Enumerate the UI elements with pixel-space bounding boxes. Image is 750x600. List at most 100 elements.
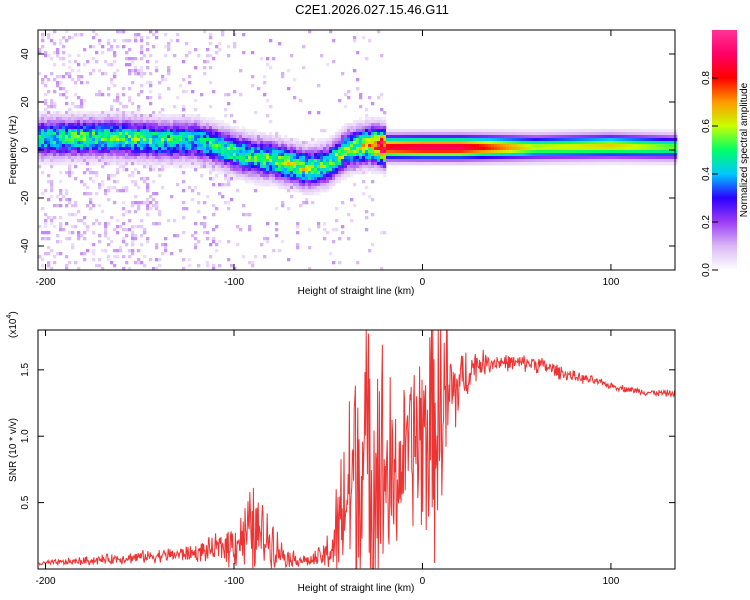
spectrogram-cell <box>542 138 546 142</box>
spectrogram-cell <box>281 168 285 172</box>
spectrogram-cell <box>365 114 369 118</box>
spectrogram-cell <box>227 123 231 127</box>
spectrogram-cell <box>482 147 486 151</box>
spectrogram-cell <box>62 135 66 139</box>
spectrogram-cell <box>176 162 180 166</box>
spectrogram-cell <box>188 123 192 127</box>
spectrogram-cell <box>272 159 276 163</box>
spectrogram-cell <box>353 144 357 148</box>
spectrogram-cell <box>197 129 201 133</box>
spectrogram-cell <box>404 141 408 145</box>
spectrogram-cell <box>407 162 411 166</box>
spectrogram-cell <box>92 69 96 73</box>
spectrogram-cell <box>215 207 219 211</box>
spectrogram-cell <box>59 111 63 115</box>
spectrogram-cell <box>362 138 366 142</box>
spectrogram-cell <box>38 129 42 133</box>
spectrogram-cell <box>587 135 591 139</box>
spectrogram-cell <box>635 150 639 154</box>
spectrogram-cell <box>71 150 75 154</box>
spectrogram-cell <box>170 150 174 154</box>
spectrogram-cell <box>419 147 423 151</box>
spectrogram-cell <box>563 144 567 148</box>
spectrogram-cell <box>296 189 300 193</box>
spectrogram-cell <box>47 117 51 121</box>
spectrogram-cell <box>215 150 219 154</box>
spectrogram-cell <box>197 54 201 58</box>
spectrogram-cell <box>302 153 306 157</box>
spectrogram-cell <box>140 48 144 52</box>
spectrogram-cell <box>182 60 186 64</box>
spectrogram-cell <box>104 228 108 232</box>
spectrogram-cell <box>518 144 522 148</box>
spectrogram-cell <box>125 123 129 127</box>
spectrogram-cell <box>167 150 171 154</box>
spectrogram-cell <box>98 153 102 157</box>
spectrogram-cell <box>128 132 132 136</box>
spectrogram-cell <box>203 225 207 229</box>
spectrogram-cell <box>113 264 117 268</box>
spectrogram-cell <box>182 156 186 160</box>
spectrogram-cell <box>467 144 471 148</box>
spectrogram-cell <box>659 150 663 154</box>
spectrogram-cell <box>212 153 216 157</box>
spectrogram-cell <box>95 192 99 196</box>
spectrogram-cell <box>206 129 210 133</box>
spectrogram-cell <box>380 129 384 133</box>
spectrogram-cell <box>308 111 312 115</box>
spectrogram-cell <box>374 150 378 154</box>
spectrogram-cell <box>626 132 630 136</box>
spectrogram-cell <box>59 42 63 46</box>
spectrogram-cell <box>383 138 387 142</box>
spectrogram-cell <box>194 168 198 172</box>
spectrogram-cell <box>260 57 264 61</box>
spectrogram-cell <box>113 255 117 259</box>
spectrogram-cell <box>647 147 651 151</box>
spectrogram-cell <box>293 153 297 157</box>
spectrogram-cell <box>38 51 42 55</box>
spectrogram-cell <box>296 147 300 151</box>
spectrogram-cell <box>59 120 63 124</box>
spectrogram-cell <box>269 153 273 157</box>
spectrogram-cell <box>497 147 501 151</box>
spectrogram-cell <box>188 126 192 130</box>
spectrogram-cell <box>65 189 69 193</box>
spectrogram-cell <box>416 150 420 154</box>
spectrogram-cell <box>359 165 363 169</box>
spectrogram-cell <box>398 162 402 166</box>
spectrogram-cell <box>125 162 129 166</box>
spectrogram-cell <box>440 129 444 133</box>
spectrogram-cell <box>374 144 378 148</box>
spectrogram-cell <box>374 153 378 157</box>
spectrogram-cell <box>92 141 96 145</box>
spectrogram-cell <box>542 129 546 133</box>
spectrogram-cell <box>275 159 279 163</box>
spectrogram-cell <box>668 153 672 157</box>
spectrogram-cell <box>212 162 216 166</box>
spectrogram-cell <box>464 162 468 166</box>
spectrogram-cell <box>188 114 192 118</box>
spectrogram-cell <box>251 150 255 154</box>
spectrogram-cell <box>173 144 177 148</box>
spectrogram-cell <box>113 39 117 43</box>
spectrogram-cell <box>137 159 141 163</box>
spectrogram-cell <box>215 141 219 145</box>
spectrogram-cell <box>71 129 75 133</box>
spectrogram-cell <box>80 99 84 103</box>
spectrogram-cell <box>347 168 351 172</box>
spectrogram-cell <box>41 144 45 148</box>
spectrogram-cell <box>116 111 120 115</box>
spectrogram-cell <box>224 168 228 172</box>
spectrogram-cell <box>485 135 489 139</box>
spectrogram-cell <box>95 162 99 166</box>
spectrogram-cell <box>413 159 417 163</box>
spectrogram-cell <box>47 198 51 202</box>
spectrogram-cell <box>176 153 180 157</box>
spectrogram-cell <box>209 147 213 151</box>
spectrogram-cell <box>554 141 558 145</box>
spectrogram-cell <box>149 207 153 211</box>
spectrogram-cell <box>263 159 267 163</box>
spectrogram-cell <box>68 237 72 241</box>
spectrogram-cell <box>68 198 72 202</box>
spectrogram-cell <box>506 150 510 154</box>
